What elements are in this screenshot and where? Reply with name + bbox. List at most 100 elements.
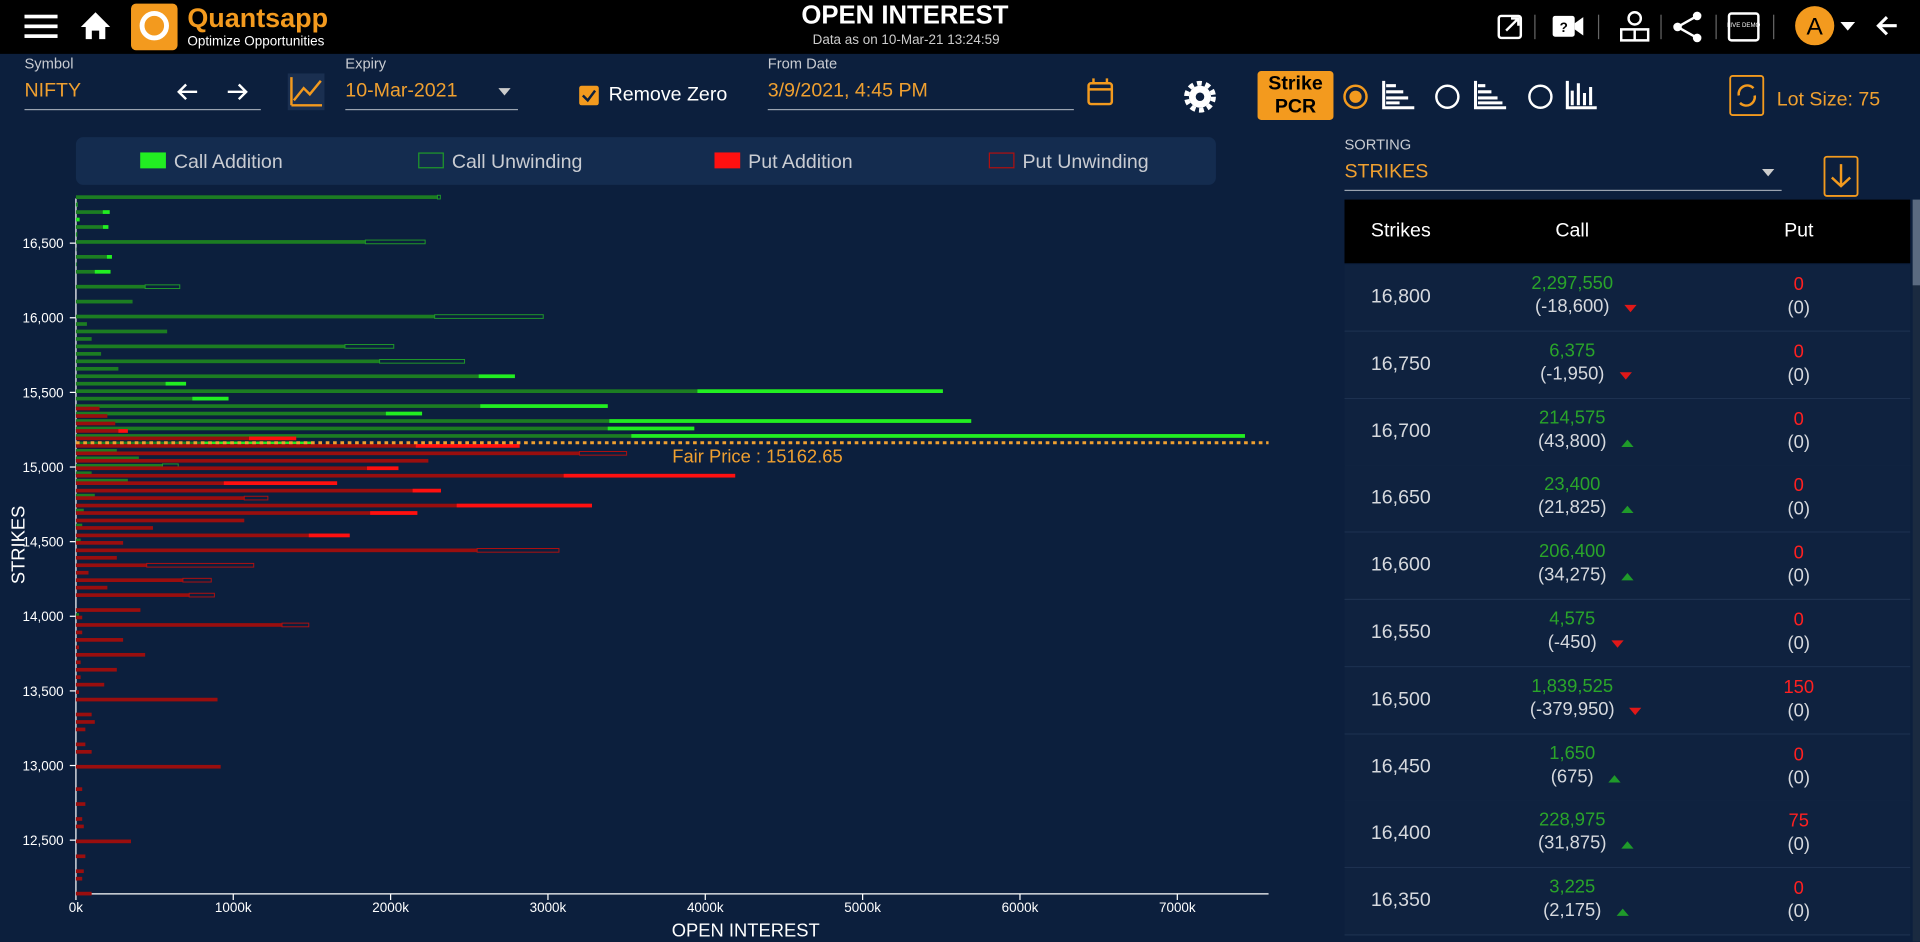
put-oi-bar: [75, 727, 86, 732]
remove-zero-checkbox[interactable]: [579, 85, 599, 106]
put-oi-bar: [75, 421, 116, 426]
call-change-wrap: (-450): [1548, 632, 1624, 653]
home-button[interactable]: [80, 12, 111, 40]
share-button[interactable]: [1673, 11, 1702, 43]
put-oi: 150: [1783, 676, 1815, 698]
table-row[interactable]: 16,800 2,297,550 (-18,600) 0 (0): [1344, 264, 1911, 332]
legend-label: Call Unwinding: [452, 151, 583, 173]
put-addition-bar: [248, 436, 297, 441]
account-menu-caret[interactable]: [1840, 22, 1856, 31]
strike-pcr-button[interactable]: Strike PCR: [1257, 71, 1334, 121]
call-change-wrap: (-1,950): [1540, 363, 1632, 384]
call-change: (43,800): [1538, 430, 1607, 452]
back-button[interactable]: [1876, 16, 1897, 36]
expand-button[interactable]: [1497, 14, 1523, 40]
avatar[interactable]: [1795, 6, 1835, 46]
y-tick-label: 13,500: [23, 684, 64, 699]
video-button[interactable]: ?: [1552, 15, 1584, 37]
put-change: (0): [1787, 700, 1811, 721]
put-oi-bar: [75, 891, 92, 896]
put-oi-bar: [75, 742, 86, 747]
call-addition-bar: [192, 396, 229, 401]
call-oi-bar: [75, 255, 112, 259]
expiry-caret[interactable]: [498, 88, 511, 96]
expiry-value[interactable]: 10-Mar-2021: [345, 80, 458, 102]
put-oi-bar: [75, 697, 218, 702]
x-tick-label: 6000k: [1002, 900, 1039, 915]
call-oi-bar: [75, 381, 187, 386]
put-change: (0): [1787, 297, 1811, 319]
call-change-wrap: (31,875): [1538, 833, 1634, 854]
live-demo-button[interactable]: LIVE DEMO: [1727, 12, 1761, 42]
call-change-wrap: (-18,600): [1535, 296, 1637, 317]
put-oi-bar: [75, 578, 183, 583]
tutorial-button[interactable]: [1620, 11, 1650, 42]
column-header[interactable]: Put: [1784, 220, 1814, 242]
call-unwinding-bar: [379, 358, 466, 364]
y-tick-label: 14,500: [23, 535, 64, 550]
put-oi-bar: [75, 593, 190, 597]
live-demo-label: LIVE DEMO: [1727, 22, 1761, 29]
from-date-value[interactable]: 3/9/2021, 4:45 PM: [767, 80, 928, 102]
put-oi-bar: [75, 541, 124, 545]
strike-cell: 16,750: [1370, 353, 1431, 375]
calendar-button[interactable]: [1087, 78, 1114, 106]
chart-toggle[interactable]: [287, 73, 325, 111]
table-row[interactable]: 16,350 3,225 (2,175) 0 (0): [1344, 868, 1911, 936]
call-oi: 206,400: [1539, 541, 1606, 563]
call-oi-bar: [75, 240, 366, 244]
view-radio-1[interactable]: [1343, 84, 1368, 109]
call-change-wrap: (43,800): [1538, 430, 1634, 452]
legend-swatch: [418, 152, 444, 169]
scrollbar-thumb[interactable]: [1912, 199, 1920, 286]
put-change: (0): [1787, 565, 1811, 587]
call-addition-bar: [478, 374, 515, 379]
symbol-value[interactable]: NIFTY: [24, 80, 82, 102]
sorting-value[interactable]: STRIKES: [1344, 161, 1429, 183]
remove-zero-label[interactable]: Remove Zero: [608, 84, 728, 106]
table-row[interactable]: 16,450 1,650 (675) 0 (0): [1344, 734, 1911, 802]
menu-button[interactable]: [24, 14, 58, 38]
call-oi-bar: [75, 225, 109, 229]
strike-cell: 16,450: [1370, 756, 1431, 778]
table-row[interactable]: 16,750 6,375 (-1,950) 0 (0): [1344, 331, 1911, 399]
x-tick-label: 5000k: [844, 900, 881, 915]
put-oi-bar: [75, 444, 520, 448]
table-row[interactable]: 16,650 23,400 (21,825) 0 (0): [1344, 465, 1911, 534]
view-radio-3[interactable]: [1528, 84, 1553, 109]
call-oi-bar: [75, 195, 438, 199]
table-row[interactable]: 16,600 206,400 (34,275) 0 (0): [1344, 532, 1911, 601]
call-oi-bar: [75, 426, 695, 431]
scrollbar-track: [1912, 199, 1920, 942]
column-header[interactable]: Strikes: [1370, 220, 1431, 242]
sorting-caret[interactable]: [1762, 168, 1775, 177]
y-tick-label: 15,500: [23, 385, 64, 400]
sorting-label: SORTING: [1344, 135, 1412, 154]
put-addition-bar: [308, 533, 350, 538]
strike-cell: 16,700: [1370, 420, 1431, 442]
column-header[interactable]: Call: [1555, 220, 1590, 242]
put-change: (0): [1787, 901, 1811, 923]
call-oi: 3,225: [1549, 876, 1596, 898]
call-change: (31,875): [1538, 833, 1607, 854]
trend-arrow: [1629, 707, 1642, 715]
refresh-button[interactable]: [1729, 75, 1765, 117]
table-row[interactable]: 16,500 1,839,525 (-379,950) 150 (0): [1344, 667, 1911, 735]
put-oi-bar: [75, 660, 81, 665]
settings-button[interactable]: [1184, 80, 1216, 113]
table-row[interactable]: 16,400 228,975 (31,875) 75 (0): [1344, 801, 1911, 869]
brand-name: Quantsapp: [187, 2, 329, 34]
prev-symbol[interactable]: [177, 83, 198, 101]
call-oi-bar: [75, 389, 943, 394]
trend-arrow: [1621, 841, 1634, 850]
call-oi-bar: [75, 329, 168, 334]
strike-cell: 16,800: [1370, 286, 1431, 308]
view-radio-2[interactable]: [1435, 84, 1460, 109]
table-row[interactable]: 16,700 214,575 (43,800) 0 (0): [1344, 398, 1911, 467]
next-symbol[interactable]: [227, 83, 248, 101]
put-oi-bar: [75, 585, 108, 590]
table-row[interactable]: 16,550 4,575 (-450) 0 (0): [1344, 600, 1911, 668]
sort-direction-button[interactable]: [1823, 155, 1859, 197]
call-oi-bar: [75, 210, 110, 214]
put-unwinding-bar: [578, 450, 628, 456]
